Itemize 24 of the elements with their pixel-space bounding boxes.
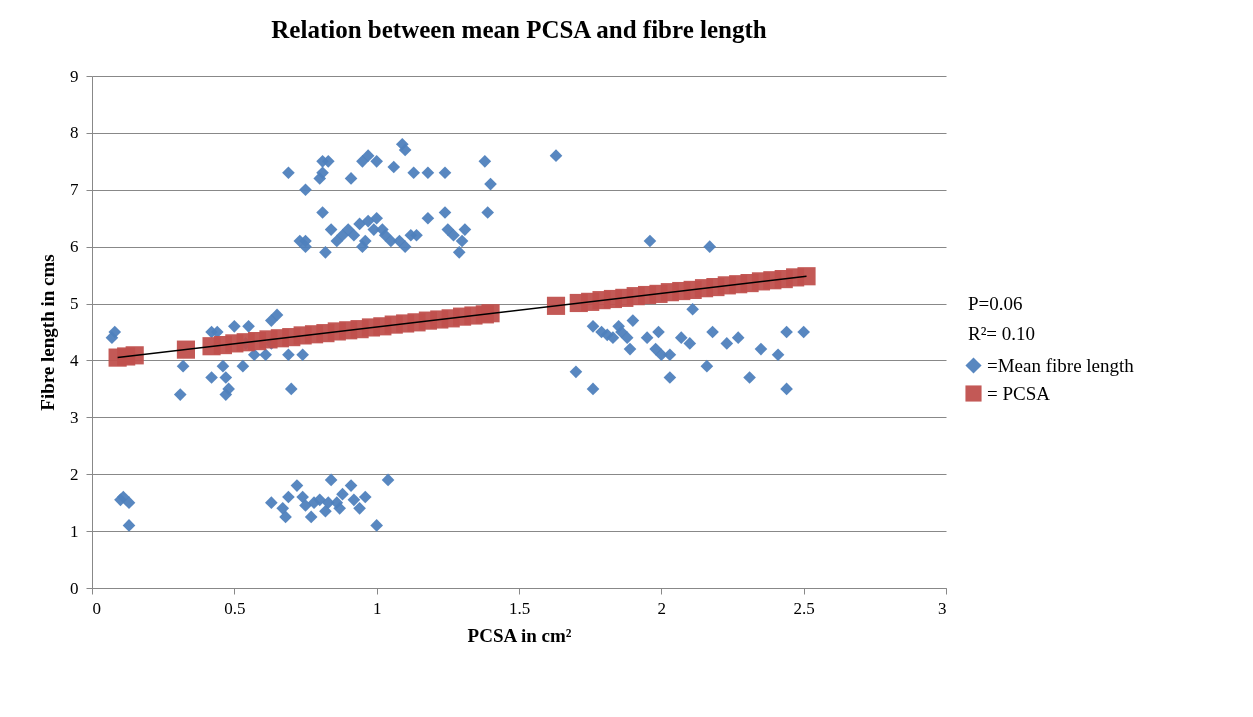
y-tick-label: 0	[70, 578, 79, 598]
y-tick-label: 4	[70, 350, 79, 370]
legend-label: =Mean fibre length	[987, 354, 1135, 376]
x-tick-label: 1	[372, 598, 382, 618]
legend-label: = PCSA	[987, 382, 1051, 404]
x-tick-label: 2.5	[793, 598, 815, 618]
y-tick-label: 5	[70, 294, 79, 314]
x-tick-label: 1.5	[508, 598, 531, 618]
y-tick-label: 1	[70, 521, 79, 541]
y-tick-label: 3	[70, 407, 79, 427]
x-tick-label: 0.5	[224, 598, 246, 618]
y-axis-title: Fibre length in cms	[37, 254, 58, 411]
text: R²= 0.10	[968, 323, 1036, 344]
y-tick-label: 6	[70, 237, 79, 257]
x-tick-label: 2	[657, 598, 667, 618]
text: P=0.06	[968, 293, 1023, 314]
y-tick-label: 2	[70, 464, 79, 484]
x-tick-label: 0	[92, 598, 101, 618]
x-axis-title: PCSA in cm²	[467, 624, 572, 646]
chart-title: Relation between mean PCSA and fibre length	[271, 16, 767, 43]
x-tick-label: 3	[938, 598, 947, 618]
y-tick-label: 8	[70, 123, 79, 143]
y-tick-label: 9	[70, 66, 79, 86]
y-tick-label: 7	[70, 180, 79, 200]
